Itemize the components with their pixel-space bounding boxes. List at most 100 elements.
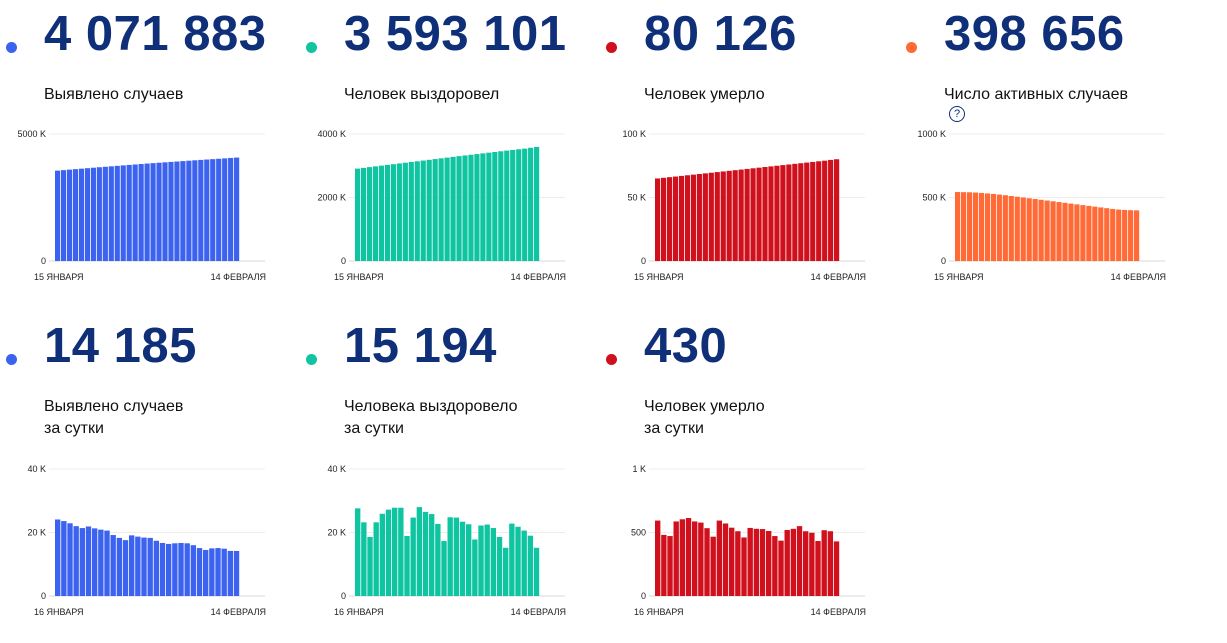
stat-card-daily-recovered: 15 194 Человека выздоровело за сутки 0 20… (300, 312, 590, 622)
bar (1062, 202, 1068, 261)
bar (510, 149, 516, 261)
bar (766, 530, 772, 596)
bar (816, 161, 822, 261)
bar (227, 550, 234, 596)
bar (503, 547, 509, 596)
stat-label: Человек выздоровел (344, 84, 499, 106)
bar (504, 150, 510, 261)
bar (408, 162, 414, 261)
bar (1056, 202, 1062, 261)
bar (1008, 195, 1014, 261)
bar (60, 170, 67, 261)
stat-value: 398 656 (944, 7, 1125, 61)
bar (144, 163, 150, 261)
x-start-label: 15 ЯНВАРЯ (334, 272, 384, 282)
bar (204, 159, 210, 261)
stat-label-line: Человек выздоровел (344, 86, 500, 103)
x-end-label: 14 ФЕВРАЛЯ (211, 272, 266, 282)
stat-label: Число активных случаев? (944, 84, 1128, 122)
bar (1050, 201, 1056, 261)
bar (85, 526, 92, 596)
bar (355, 508, 361, 596)
bar (960, 192, 967, 261)
bar (778, 540, 784, 596)
bar (61, 521, 67, 596)
bar (809, 532, 815, 596)
stat-label-line: Человек умерло (644, 86, 765, 103)
bar (1128, 210, 1134, 261)
bar (55, 519, 61, 596)
legend-dot (306, 42, 317, 53)
bar (108, 166, 114, 261)
bar (104, 530, 110, 596)
bar (438, 158, 444, 261)
bar (828, 159, 834, 261)
bar (815, 541, 821, 596)
x-end-label: 14 ФЕВРАЛЯ (511, 272, 566, 282)
bar (735, 531, 741, 596)
stat-label: Человека выздоровело за сутки (344, 396, 517, 440)
bar (384, 164, 391, 261)
stat-card-deaths: 80 126 Человек умерло 0 50 K 100 K 15 ЯНВАР… (600, 0, 890, 310)
bar (174, 161, 180, 261)
cumulative-recovered-chart: 0 2000 K 4000 K 15 ЯНВАРЯ 14 ФЕВРАЛЯ (317, 129, 566, 282)
bar (462, 155, 468, 261)
bar (1038, 199, 1044, 261)
stat-label: Выявлено случаев за сутки (44, 396, 183, 440)
stat-label: Выявлено случаев (44, 84, 183, 106)
bar (661, 534, 667, 596)
bar (228, 157, 234, 261)
daily-deaths-chart: 0 500 1 K 16 ЯНВАРЯ 14 ФЕВРАЛЯ (631, 464, 866, 617)
bar (355, 168, 361, 261)
bar (803, 531, 809, 596)
bar (756, 167, 762, 261)
bar (684, 175, 691, 261)
bar (732, 170, 738, 261)
daily-cases-chart: 0 20 K 40 K 16 ЯНВАРЯ 14 ФЕВРАЛЯ (27, 464, 266, 617)
bar (422, 511, 429, 596)
bar (178, 542, 184, 596)
help-icon[interactable]: ? (949, 106, 965, 122)
cumulative-deaths-chart: 0 50 K 100 K 15 ЯНВАРЯ 14 ФЕВРАЛЯ (622, 129, 866, 282)
bar (498, 151, 504, 261)
stat-card-recovered: 3 593 101 Человек выздоровел 0 2000 K 4000… (300, 0, 590, 310)
bar (762, 167, 768, 261)
bar (66, 169, 73, 261)
bar (480, 153, 486, 261)
x-start-label: 16 ЯНВАРЯ (334, 607, 384, 617)
bar (1032, 199, 1038, 261)
bar (126, 164, 132, 261)
bar (441, 541, 447, 596)
bar (478, 525, 484, 596)
bar (716, 520, 723, 596)
bar (690, 174, 696, 261)
bar (360, 167, 367, 261)
bar (1068, 203, 1074, 261)
bar (804, 162, 810, 261)
stat-label-line: за сутки (44, 420, 104, 437)
bar (78, 168, 85, 261)
bar (533, 547, 540, 596)
bar (741, 537, 747, 596)
bar (222, 158, 228, 261)
bar (196, 548, 203, 596)
bar (414, 161, 420, 261)
y-tick-label: 0 (641, 591, 646, 601)
bar (79, 528, 86, 596)
bar (1086, 205, 1092, 261)
bar (492, 151, 498, 261)
bar (827, 531, 834, 596)
bar (822, 160, 828, 261)
y-tick-label: 500 (631, 528, 646, 538)
y-tick-label: 5000 K (17, 129, 46, 139)
bar (729, 527, 735, 596)
bar (203, 549, 209, 596)
y-tick-label: 100 K (622, 129, 646, 139)
y-tick-label: 50 K (627, 193, 646, 203)
bar (432, 159, 438, 261)
bar (392, 507, 398, 596)
bar (379, 513, 386, 596)
bar (1014, 196, 1020, 261)
bar (666, 177, 673, 261)
bar (466, 524, 472, 596)
